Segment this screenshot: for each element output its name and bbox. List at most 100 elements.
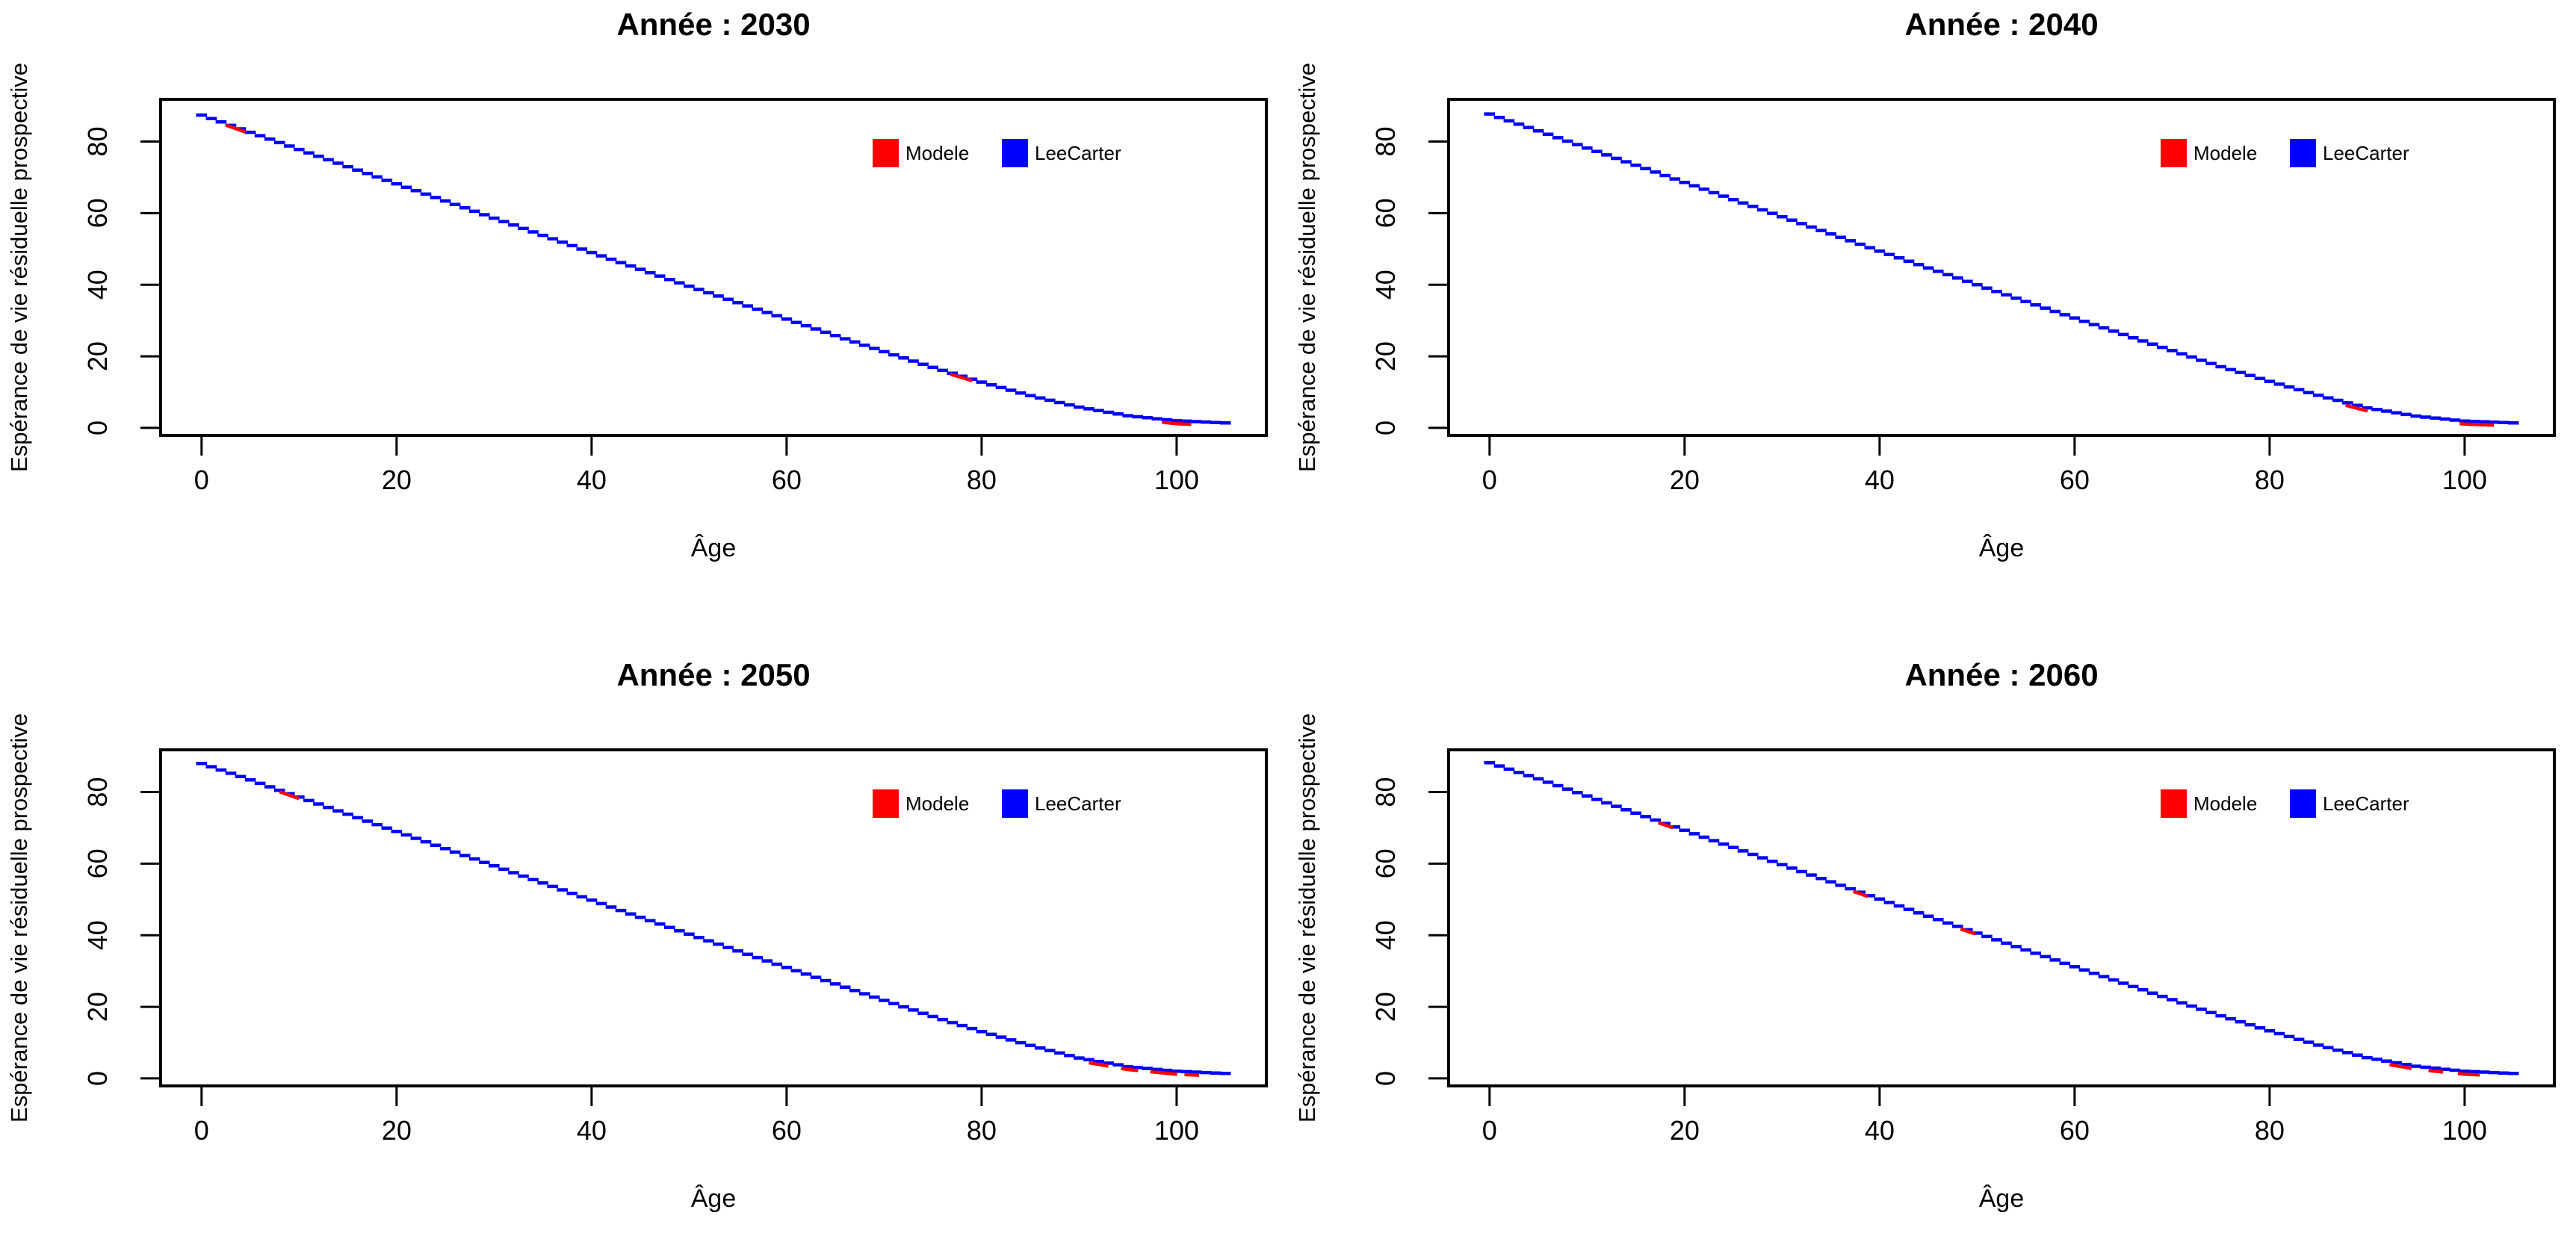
modele-line-segment <box>2345 403 2368 413</box>
y-axis-label: Espérance de vie résiduelle prospective <box>6 63 32 472</box>
y-tick-label: 0 <box>82 420 113 435</box>
x-tick-label: 20 <box>1670 1115 1700 1146</box>
plot-box <box>159 98 1268 437</box>
x-axis-label: Âge <box>1979 1185 2025 1213</box>
leecarter-line <box>196 761 1231 1075</box>
y-tick-label: 20 <box>1370 992 1401 1022</box>
y-tick-label: 80 <box>1370 127 1401 157</box>
x-tick-label: 80 <box>2255 465 2285 495</box>
y-tick-label: 20 <box>82 992 113 1022</box>
y-tick-label: 40 <box>82 270 113 299</box>
y-tick-label: 60 <box>82 198 113 228</box>
x-tick-label: 80 <box>967 1115 997 1146</box>
modele-line-segment <box>2459 421 2495 427</box>
y-axis-label: Espérance de vie résiduelle prospective <box>1294 713 1320 1123</box>
y-tick-label: 60 <box>1370 848 1401 878</box>
leecarter-line <box>1484 761 2519 1075</box>
modele-line-segment <box>2428 1069 2444 1074</box>
x-tick-label: 0 <box>194 1115 209 1146</box>
chart-title: Année : 2030 <box>616 7 810 42</box>
y-tick-label: 40 <box>1370 920 1401 950</box>
y-axis-label: Espérance de vie résiduelle prospective <box>6 713 32 1123</box>
legend-swatch-modele <box>873 139 899 167</box>
y-tick-label: 40 <box>1370 270 1401 299</box>
legend-swatch-leecarter <box>2290 139 2316 167</box>
leecarter-line <box>1484 112 2519 425</box>
modele-line-segment <box>1852 889 1868 898</box>
modele-line-segment <box>2388 1063 2412 1070</box>
x-tick-label: 0 <box>1482 465 1497 495</box>
x-tick-label: 100 <box>2442 465 2487 495</box>
y-axis-label: Espérance de vie résiduelle prospective <box>1294 63 1320 472</box>
legend-swatch-modele <box>2161 789 2187 818</box>
modele-line-segment <box>950 372 973 383</box>
y-tick-label: 80 <box>1370 777 1401 807</box>
legend-label-leecarter: LeeCarter <box>1035 792 1121 815</box>
modele-line-segment <box>1657 821 1674 830</box>
modele-line-segment <box>1121 1067 1139 1072</box>
x-tick-label: 20 <box>382 465 412 495</box>
x-tick-label: 100 <box>1154 1115 1199 1146</box>
y-tick-label: 0 <box>1370 1071 1401 1086</box>
modele-line-segment <box>1162 420 1192 426</box>
chart-title: Année : 2040 <box>1904 7 2098 42</box>
x-axis-label: Âge <box>691 534 737 562</box>
legend-label-modele: Modele <box>2193 792 2257 815</box>
x-tick-label: 60 <box>772 465 802 495</box>
legend-label-modele: Modele <box>905 142 969 164</box>
y-tick-label: 60 <box>82 848 113 878</box>
x-tick-label: 60 <box>2060 1115 2090 1146</box>
x-tick-label: 0 <box>1482 1115 1497 1146</box>
legend-label-leecarter: LeeCarter <box>1035 142 1121 164</box>
x-tick-label: 40 <box>577 465 607 495</box>
chart-title: Année : 2060 <box>1904 657 2098 692</box>
legend-swatch-leecarter <box>2290 789 2316 818</box>
modele-line-segment <box>279 789 300 801</box>
panel-annee-2050: Année : 2050 Espérance de vie résiduelle … <box>0 622 1288 1245</box>
x-tick-label: 60 <box>2060 465 2090 495</box>
x-tick-label: 60 <box>772 1115 802 1146</box>
plot-box <box>1447 748 2556 1087</box>
chart-title: Année : 2050 <box>616 657 810 692</box>
modele-line-segment <box>2457 1072 2480 1077</box>
x-tick-label: 40 <box>1865 1115 1895 1146</box>
x-tick-label: 20 <box>1670 465 1700 495</box>
legend-label-modele: Modele <box>905 792 969 815</box>
modele-line-segment <box>1089 1061 1109 1068</box>
x-tick-label: 80 <box>2255 1115 2285 1146</box>
plot-box <box>159 748 1268 1087</box>
x-axis-label: Âge <box>1979 534 2025 562</box>
legend-label-leecarter: LeeCarter <box>2323 142 2409 164</box>
x-tick-label: 100 <box>2442 1115 2487 1146</box>
x-tick-label: 20 <box>382 1115 412 1146</box>
y-tick-label: 80 <box>82 777 113 807</box>
leecarter-line <box>196 113 1231 425</box>
x-tick-label: 100 <box>1154 465 1199 495</box>
y-tick-label: 40 <box>82 920 113 950</box>
y-tick-label: 0 <box>82 1071 113 1086</box>
panel-annee-2040: Année : 2040 Espérance de vie résiduelle … <box>1288 0 2576 622</box>
y-tick-label: 20 <box>1370 341 1401 371</box>
y-tick-label: 80 <box>82 127 113 157</box>
legend-swatch-leecarter <box>1002 789 1028 818</box>
x-tick-label: 0 <box>194 465 209 495</box>
legend-label-modele: Modele <box>2193 142 2257 164</box>
y-tick-label: 60 <box>1370 198 1401 228</box>
x-axis-label: Âge <box>691 1185 737 1213</box>
modele-line-segment <box>1960 927 1976 936</box>
panel-annee-2030: Année : 2030 Espérance de vie résiduelle … <box>0 0 1288 622</box>
x-tick-label: 40 <box>1865 465 1895 495</box>
y-tick-label: 0 <box>1370 420 1401 435</box>
legend-swatch-modele <box>873 789 899 818</box>
y-tick-label: 20 <box>82 341 113 371</box>
plot-box <box>1447 98 2556 437</box>
x-tick-label: 80 <box>967 465 997 495</box>
modele-line-segment <box>225 123 247 134</box>
legend-swatch-leecarter <box>1002 139 1028 167</box>
modele-line-segment <box>1150 1069 1177 1076</box>
panel-annee-2060: Année : 2060 Espérance de vie résiduelle … <box>1288 622 2576 1245</box>
legend-label-leecarter: LeeCarter <box>2323 792 2409 815</box>
x-tick-label: 40 <box>577 1115 607 1146</box>
legend-swatch-modele <box>2161 139 2187 167</box>
